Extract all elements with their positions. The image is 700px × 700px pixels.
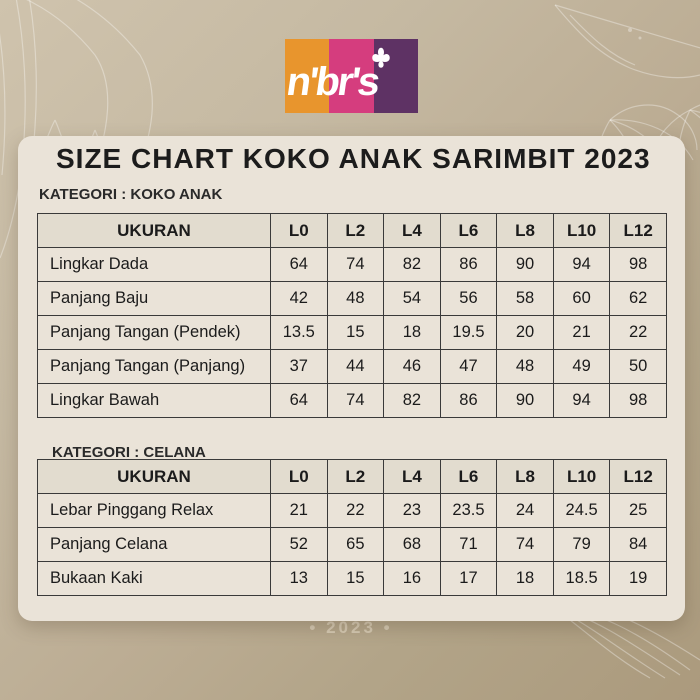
svg-text:n'br's: n'br's bbox=[285, 59, 382, 104]
